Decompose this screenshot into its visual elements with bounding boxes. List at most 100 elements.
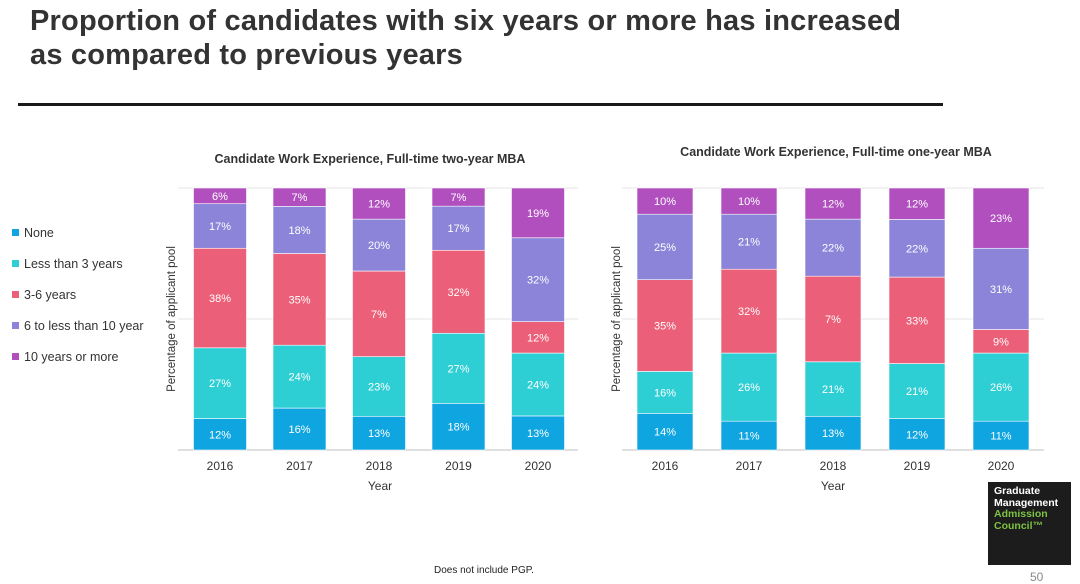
data-label-2020-10-years-or-more: 19% <box>527 208 549 220</box>
page-number: 50 <box>1030 570 1044 584</box>
bar-segment-2017-none <box>272 407 327 451</box>
data-label-2017-3-6-years: 35% <box>288 294 310 306</box>
legend-item-less-than-3: Less than 3 years <box>12 248 144 279</box>
legend-swatch-3-6 <box>12 291 19 298</box>
bar-segment-2019-none <box>888 418 946 451</box>
data-label-2020-none: 13% <box>527 428 549 440</box>
legend-item-3-6: 3-6 years <box>12 279 144 310</box>
data-label-2016-less-than-3-years: 27% <box>209 378 231 390</box>
data-label-2020-less-than-3-years: 24% <box>527 380 549 392</box>
legend-item-10-plus: 10 years or more <box>12 341 144 372</box>
data-label-2019-none: 18% <box>447 422 469 434</box>
data-label-2016-3-6-years: 38% <box>209 293 231 305</box>
x-tick-label-2019: 2019 <box>445 459 472 473</box>
bar-segment-2020-10-years-or-more <box>972 187 1030 249</box>
data-label-2019-less-than-3-years: 21% <box>906 386 928 398</box>
bar-segment-2017-none <box>720 420 778 451</box>
legend-label: 3-6 years <box>24 287 77 302</box>
data-label-2017-none: 11% <box>738 431 759 443</box>
bar-segment-2019-3-6-years <box>431 249 486 334</box>
data-label-2019-6-to-less-than-10-year: 22% <box>906 243 928 255</box>
bar-segment-2020-6-to-less-than-10-year <box>972 247 1030 330</box>
data-label-2018-3-6-years: 7% <box>825 314 841 326</box>
data-label-2019-3-6-years: 32% <box>447 287 469 299</box>
data-label-2018-less-than-3-years: 21% <box>822 384 844 396</box>
bar-segment-2020-less-than-3-years <box>972 352 1030 422</box>
data-label-2018-less-than-3-years: 23% <box>368 381 390 393</box>
bar-segment-2016-none <box>636 413 694 451</box>
bar-segment-2016-less-than-3-years <box>636 371 694 414</box>
bar-segment-2017-6-to-less-than-10-year <box>272 206 327 254</box>
bar-segment-2018-6-to-less-than-10-year <box>804 218 862 277</box>
bar-segment-2018-less-than-3-years <box>352 356 406 417</box>
bar-segment-2018-none <box>804 415 862 451</box>
data-label-2019-none: 12% <box>906 429 928 441</box>
x-tick-label-2020: 2020 <box>988 459 1015 473</box>
data-label-2016-6-to-less-than-10-year: 25% <box>654 242 676 254</box>
slide-title-line-1: Proportion of candidates with six years … <box>30 5 902 37</box>
x-tick-label-2019: 2019 <box>904 459 931 473</box>
data-label-2016-none: 12% <box>209 429 231 441</box>
bar-segment-2016-6-to-less-than-10-year <box>193 203 247 249</box>
x-axis-label: Year <box>368 479 392 493</box>
bar-segment-2020-none <box>972 420 1030 451</box>
bar-segment-2017-less-than-3-years <box>720 352 778 422</box>
data-label-2018-10-years-or-more: 12% <box>368 199 390 211</box>
bar-segment-2020-3-6-years <box>972 329 1030 354</box>
data-label-2020-3-6-years: 9% <box>993 336 1009 348</box>
x-tick-label-2018: 2018 <box>366 459 393 473</box>
bar-segment-2020-less-than-3-years <box>511 352 565 417</box>
bar-segment-2017-10-years-or-more <box>720 187 778 215</box>
bar-segment-2016-3-6-years <box>636 279 694 372</box>
data-label-2020-3-6-years: 12% <box>527 332 549 344</box>
bar-segment-2019-6-to-less-than-10-year <box>888 219 946 278</box>
bar-segment-2020-10-years-or-more <box>511 187 565 239</box>
data-label-2017-less-than-3-years: 26% <box>738 382 760 394</box>
slide-title-line-2: as compared to previous years <box>30 39 463 71</box>
bar-segment-2019-10-years-or-more <box>431 187 486 207</box>
bar-segment-2019-less-than-3-years <box>431 332 486 404</box>
data-label-2019-10-years-or-more: 7% <box>451 192 467 204</box>
bar-segment-2019-less-than-3-years <box>888 363 946 419</box>
data-label-2017-3-6-years: 32% <box>738 306 760 318</box>
legend-label: 6 to less than 10 year <box>24 318 144 333</box>
bar-segment-2020-3-6-years <box>511 321 565 354</box>
bar-segment-2018-6-to-less-than-10-year <box>352 218 406 272</box>
legend-swatch-less-than-3 <box>12 260 19 267</box>
bar-segment-2019-none <box>431 403 486 451</box>
bar-segment-2017-less-than-3-years <box>272 344 327 409</box>
logo-line: Council™ <box>994 519 1043 532</box>
data-label-2017-10-years-or-more: 7% <box>292 192 308 204</box>
legend-label: Less than 3 years <box>24 256 123 271</box>
data-label-2017-none: 16% <box>288 424 310 436</box>
data-label-2020-none: 11% <box>990 431 1011 443</box>
bar-segment-2018-10-years-or-more <box>352 187 406 220</box>
logo-line: Management <box>994 496 1059 509</box>
x-tick-label-2020: 2020 <box>525 459 552 473</box>
bar-segment-2018-less-than-3-years <box>804 361 862 417</box>
legend-label: 10 years or more <box>24 349 119 364</box>
data-label-2018-none: 13% <box>368 428 390 440</box>
x-tick-label-2016: 2016 <box>652 459 679 473</box>
legend-label: None <box>24 225 54 240</box>
data-label-2017-10-years-or-more: 10% <box>738 196 760 208</box>
data-label-2018-10-years-or-more: 12% <box>822 199 844 211</box>
data-label-2017-6-to-less-than-10-year: 21% <box>738 237 760 249</box>
bar-segment-2017-10-years-or-more <box>272 187 327 207</box>
data-label-2019-3-6-years: 33% <box>906 315 928 327</box>
x-tick-label-2017: 2017 <box>286 459 313 473</box>
data-label-2016-6-to-less-than-10-year: 17% <box>209 221 231 233</box>
data-label-2020-6-to-less-than-10-year: 32% <box>527 275 549 287</box>
bar-segment-2019-3-6-years <box>888 276 946 364</box>
x-tick-label-2017: 2017 <box>736 459 763 473</box>
bar-segment-2017-3-6-years <box>720 268 778 354</box>
data-label-2018-none: 13% <box>822 428 844 440</box>
chart-title: Candidate Work Experience, Full-time one… <box>680 145 992 159</box>
bar-segment-2017-6-to-less-than-10-year <box>720 213 778 270</box>
legend-swatch-6-10 <box>12 322 19 329</box>
data-label-2018-6-to-less-than-10-year: 20% <box>368 240 390 252</box>
bar-segment-2017-3-6-years <box>272 253 327 346</box>
bar-segment-2019-6-to-less-than-10-year <box>431 205 486 251</box>
title-divider <box>18 103 943 106</box>
